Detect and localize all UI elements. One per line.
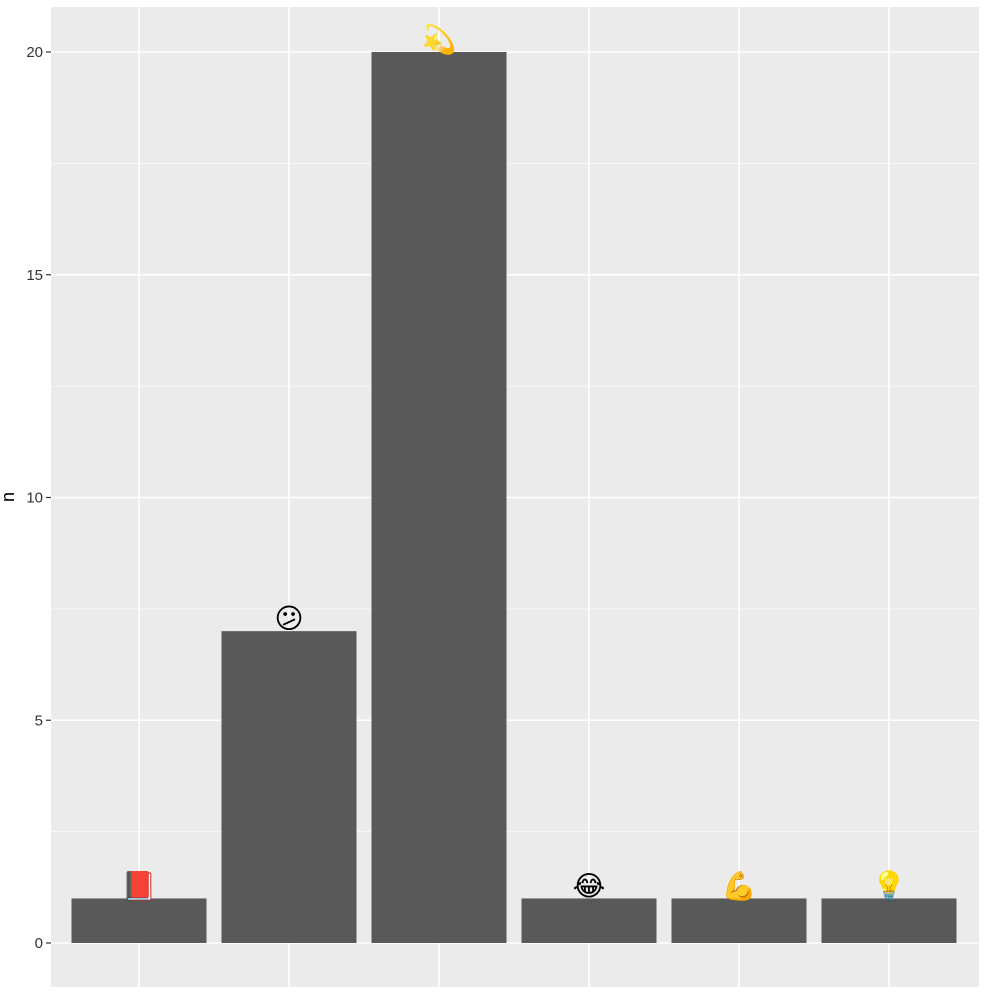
bars [71,52,957,943]
minor-gridlines [51,162,979,833]
y-tick-label: 20 [26,44,43,61]
bar [821,898,957,943]
bar-emoji-label: 😕 [274,602,303,635]
bar-emoji-label: 💪 [722,869,757,902]
y-tick-label: 10 [26,490,43,507]
y-axis-title: n [0,492,18,502]
bar [521,898,657,943]
bar-emoji-label: 💫 [422,23,457,57]
bar-emoji-label: 💡 [872,869,907,902]
y-tick-label: 15 [26,267,43,284]
y-axis-ticks: 0 5 10 15 20 [26,44,51,952]
bar [221,631,357,943]
bar [671,898,807,943]
bar-emoji-label: 📕 [122,869,157,902]
y-tick-label: 0 [35,935,43,952]
bar [371,52,507,943]
y-tick-label: 5 [35,712,43,729]
bar-emoji-label: 😂 [573,869,606,902]
bar-labels: 📕 😕 💫 😂 💪 💡 [122,23,907,902]
bar [71,898,207,943]
